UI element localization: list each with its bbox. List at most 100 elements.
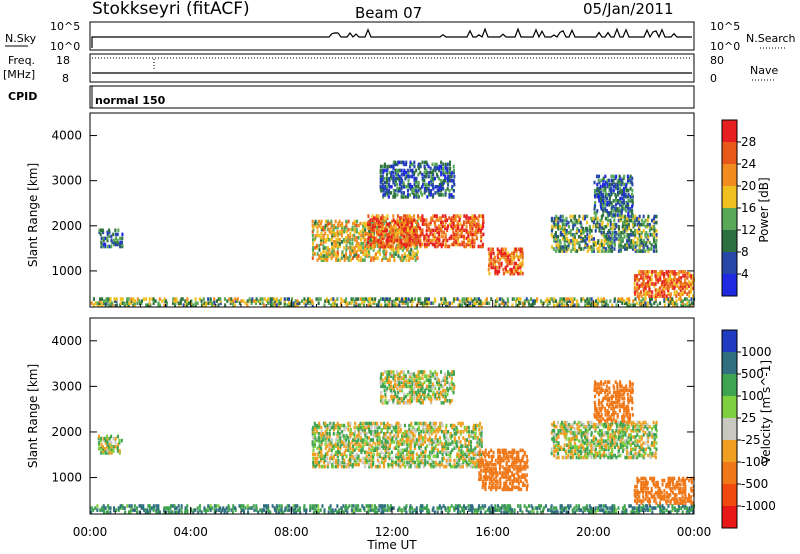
data-cell [328,221,331,226]
data-cell [167,510,170,514]
data-cell [527,299,530,303]
data-cell [328,448,331,452]
data-cell [311,248,314,252]
data-cell [363,429,366,434]
data-cell [461,297,464,301]
data-cell [444,220,447,224]
data-cell [104,506,107,510]
data-cell [603,184,606,189]
data-cell [311,229,314,234]
data-cell [382,170,385,175]
data-cell [673,506,676,510]
data-cell [667,292,670,296]
data-cell [454,214,457,218]
data-cell [394,160,397,165]
data-cell [402,236,405,241]
data-cell [638,249,641,253]
data-cell [427,242,430,247]
data-cell [565,216,568,221]
data-cell [647,249,650,253]
data-cell [450,234,453,239]
data-cell [94,506,97,510]
data-cell [463,234,466,239]
data-cell [408,240,411,245]
data-cell [364,227,367,232]
data-cell [421,242,424,247]
data-cell [173,299,176,303]
data-cell [506,303,509,307]
data-cell [644,297,647,301]
data-cell [294,301,297,305]
data-cell [387,399,390,403]
data-cell [622,203,625,207]
data-cell [438,164,441,169]
data-cell [632,239,635,243]
data-cell [563,218,566,223]
data-cell [367,226,370,231]
data-cell [421,216,424,220]
data-cell [421,193,424,197]
data-cell [381,456,384,461]
data-cell [408,423,411,428]
data-cell [334,252,337,256]
data-cell [106,232,109,237]
data-cell [548,301,551,305]
data-cell [405,258,408,262]
data-cell [600,196,603,201]
data-cell [600,297,603,301]
data-cell [338,231,341,236]
data-cell [686,301,689,305]
data-cell [602,178,605,183]
data-cell [462,510,465,514]
data-cell [496,253,499,258]
data-cell [391,460,394,465]
data-cell [292,508,295,512]
data-cell [132,303,135,307]
data-cell [369,232,372,237]
data-cell [574,214,577,219]
data-cell [382,508,385,512]
data-cell [385,423,388,428]
data-cell [391,438,394,442]
data-cell [442,180,445,185]
data-cell [590,235,593,239]
data-cell [186,297,189,301]
data-cell [380,440,383,444]
data-cell [638,278,641,282]
data-cell [341,434,344,438]
data-cell [496,508,499,512]
data-cell [436,452,439,457]
data-cell [453,432,456,436]
data-cell [599,508,602,512]
data-cell [594,301,597,305]
data-cell [278,504,281,508]
data-cell [198,504,201,508]
data-cell [631,192,634,197]
data-cell [398,226,401,231]
data-cell [598,245,601,249]
data-cell [392,299,395,303]
data-cell [626,233,629,237]
data-cell [582,214,585,219]
data-cell [637,508,640,512]
data-cell [127,297,130,301]
data-cell [294,508,297,512]
data-cell [374,464,377,469]
data-cell [333,427,336,432]
data-cell [435,172,438,177]
data-cell [169,506,172,510]
data-cell [575,231,578,235]
data-cell [430,182,433,187]
data-cell [419,297,422,301]
data-cell [357,248,360,252]
data-cell [561,229,564,233]
data-cell [474,456,477,461]
data-cell [517,504,520,508]
data-cell [328,229,331,234]
data-cell [421,303,424,307]
data-cell [357,258,360,262]
data-cell [247,510,250,514]
data-cell [621,207,624,211]
data-cell [605,209,608,213]
data-cell [311,299,314,303]
